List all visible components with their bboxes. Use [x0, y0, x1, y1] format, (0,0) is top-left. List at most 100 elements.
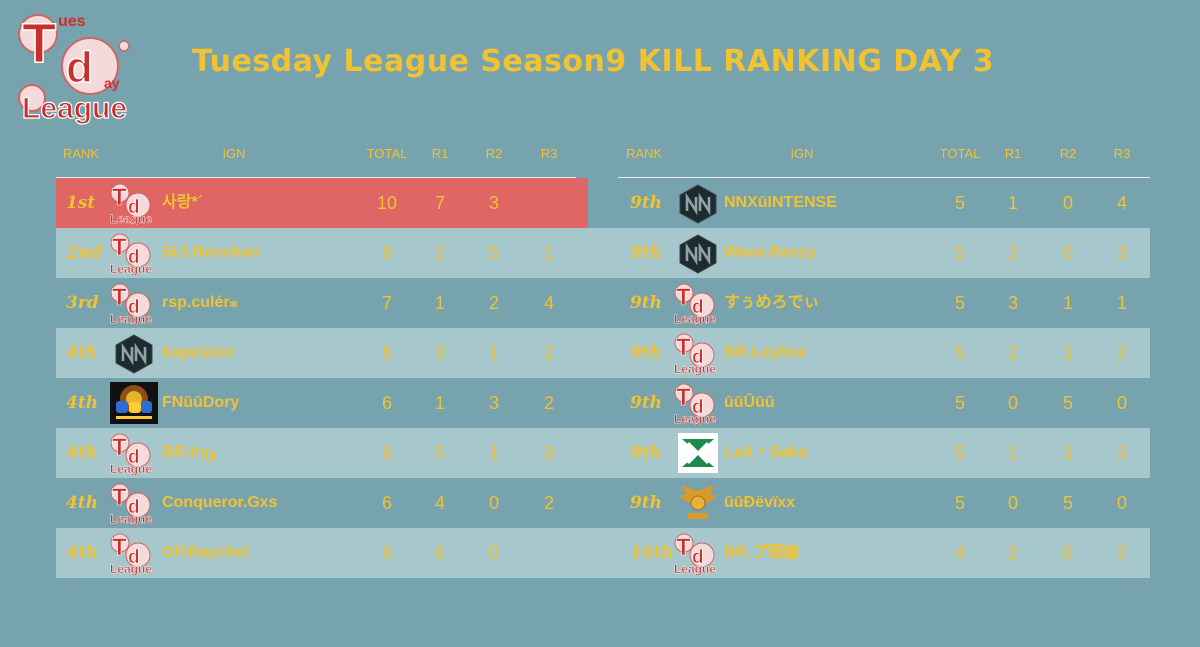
svg-text:d: d — [692, 397, 704, 418]
rank-label: 1st — [66, 193, 96, 213]
round1-kills: 1 — [434, 393, 446, 413]
round2-kills: 0 — [1062, 543, 1074, 563]
svg-text:T: T — [22, 11, 56, 74]
round2-kills: 1 — [1062, 443, 1074, 463]
total-kills: 6 — [381, 493, 393, 513]
svg-text:T: T — [112, 184, 127, 211]
table-row: 9th LaX・Saku 5 1 1 3 — [588, 428, 1150, 478]
round3-kills: 0 — [1116, 493, 1128, 513]
round3-kills: 4 — [543, 293, 555, 313]
round1-kills: 1 — [1007, 443, 1019, 463]
svg-text:d: d — [66, 43, 93, 92]
nn-team-icon — [108, 331, 160, 375]
svg-text:League: League — [110, 312, 152, 325]
round2-kills: 5 — [488, 243, 500, 263]
round1-kills: 1 — [434, 293, 446, 313]
round1-kills: 5 — [434, 443, 446, 463]
svg-text:d: d — [128, 247, 140, 268]
round3-kills: 3 — [1116, 243, 1128, 263]
total-kills: 5 — [954, 393, 966, 413]
svg-text:d: d — [128, 447, 140, 468]
round3-kills: 1 — [543, 243, 555, 263]
player-name: すぅめろでぃ — [724, 294, 820, 311]
round1-kills: 3 — [434, 343, 446, 363]
round2-kills: 1 — [488, 443, 500, 463]
player-name: ūūŪūū — [724, 394, 775, 411]
total-kills: 5 — [954, 493, 966, 513]
svg-text:League: League — [674, 562, 716, 575]
header-rank: RANK — [625, 146, 663, 161]
player-name: ūūĐëvïxx — [724, 494, 796, 511]
table-row: 9th NNXūINTENSE 5 1 0 4 — [588, 178, 1150, 228]
svg-text:League: League — [674, 412, 716, 425]
player-name: kapeūūxc — [162, 344, 236, 361]
round1-kills: 2 — [1007, 343, 1019, 363]
header-rank: RANK — [62, 146, 100, 161]
header-r3: R3 — [1113, 146, 1131, 161]
header-ign: IGN — [222, 146, 246, 161]
rank-label: 4th — [66, 393, 99, 413]
round1-kills: 0 — [1007, 493, 1019, 513]
header-r1: R1 — [1004, 146, 1022, 161]
total-kills: 5 — [954, 243, 966, 263]
total-kills: 6 — [381, 443, 393, 463]
svg-text:League: League — [674, 312, 716, 325]
lax-team-icon — [672, 431, 724, 475]
header-ign: IGN — [790, 146, 814, 161]
table-row: 9th Wave.Rexzy 5 2 0 3 — [588, 228, 1150, 278]
td-league-logo: T ues d ay League — [18, 10, 130, 126]
wing-team-icon — [672, 481, 724, 525]
rank-label: 16th — [630, 543, 674, 563]
player-name: OP.Raychel — [162, 544, 249, 561]
svg-text:T: T — [112, 434, 127, 461]
svg-text:T: T — [676, 334, 691, 361]
total-kills: 7 — [381, 293, 393, 313]
svg-text:d: d — [692, 297, 704, 318]
round2-kills: 5 — [1062, 393, 1074, 413]
round2-kills: 3 — [488, 193, 500, 213]
round1-kills: 1 — [1007, 193, 1019, 213]
total-kills: 6 — [381, 393, 393, 413]
svg-text:T: T — [112, 234, 127, 261]
rank-label: 9th — [630, 193, 663, 213]
rank-label: 9th — [630, 443, 663, 463]
player-name: SŁf.Renchan — [162, 244, 260, 261]
nn-team-icon — [672, 231, 724, 275]
round1-kills: 0 — [1007, 393, 1019, 413]
header-r3: R3 — [540, 146, 558, 161]
svg-text:T: T — [112, 284, 127, 311]
round3-kills: 2 — [543, 493, 555, 513]
round2-kills: 3 — [488, 393, 500, 413]
player-name: BR.プ理論 — [724, 544, 800, 561]
header-r1: R1 — [431, 146, 449, 161]
svg-text:d: d — [128, 197, 140, 218]
total-kills: 6 — [381, 543, 393, 563]
round2-kills: 1 — [488, 343, 500, 363]
total-kills: 6 — [381, 343, 393, 363]
svg-text:ay: ay — [104, 75, 120, 91]
player-name: rsp.culér⁎ — [162, 294, 238, 311]
round1-kills: 2 — [434, 243, 446, 263]
rank-label: 9th — [630, 393, 663, 413]
round2-kills: 1 — [1062, 343, 1074, 363]
player-name: BR.Iryو — [162, 444, 217, 461]
rank-label: 4th — [66, 493, 99, 513]
round1-kills: 2 — [1007, 543, 1019, 563]
total-kills: 5 — [954, 443, 966, 463]
player-name: LaX・Saku — [724, 444, 808, 461]
total-kills: 8 — [381, 243, 393, 263]
page-title: Tuesday League Season9 KILL RANKING DAY … — [192, 44, 995, 79]
